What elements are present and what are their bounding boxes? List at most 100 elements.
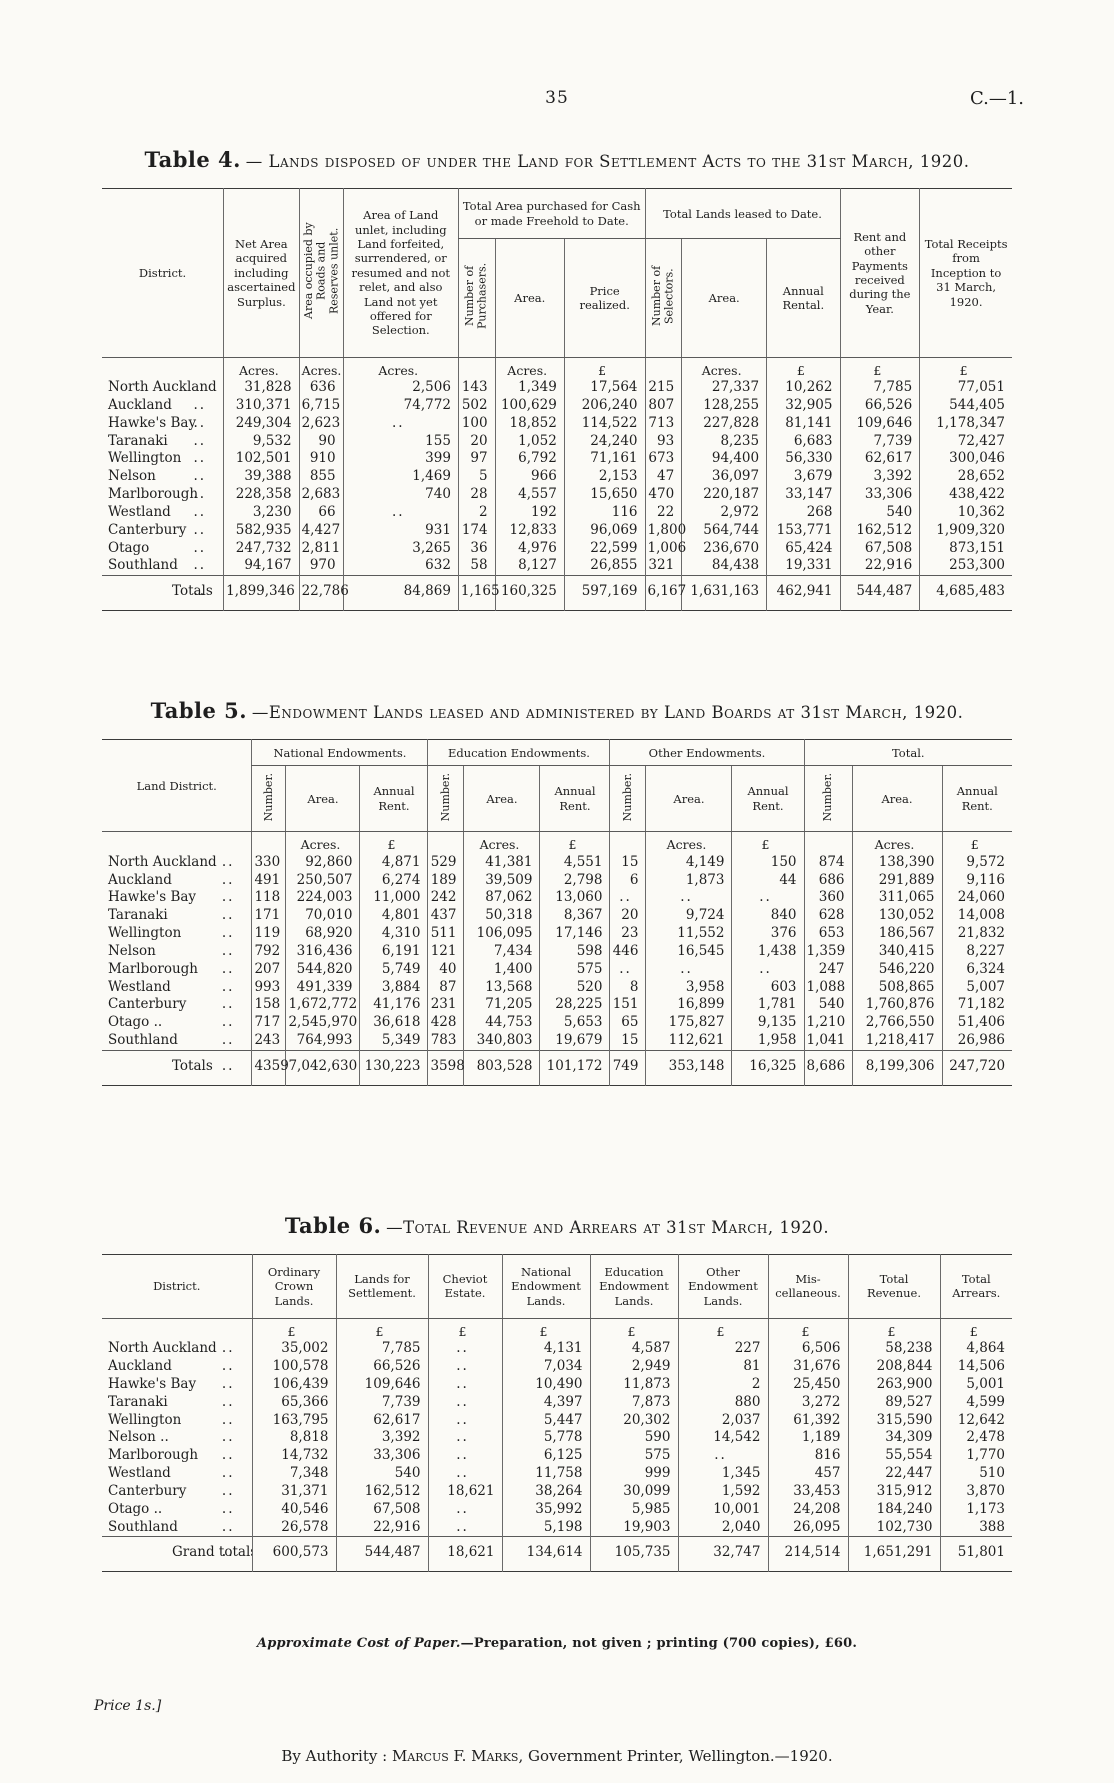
data-cell: 22 xyxy=(644,503,682,522)
data-cell: 7,739 xyxy=(839,432,920,451)
district-cell: .. Canterbury xyxy=(102,522,224,540)
district-label: Canterbury xyxy=(107,996,187,1013)
data-cell: 3,679 xyxy=(766,468,840,487)
data-cell: 546,220 xyxy=(851,960,943,979)
data-cell: 26,578 xyxy=(251,1518,336,1537)
data-cell: 130,052 xyxy=(851,907,943,926)
table-row: .. Otago .. 40,546 67,508.. 35,992 5,985 10,00… xyxy=(102,1500,1012,1519)
data-cell: 491 xyxy=(251,871,286,890)
data-cell: 8,199,306 xyxy=(851,1049,943,1086)
data-cell: 816 xyxy=(767,1447,848,1466)
data-cell: .. xyxy=(342,414,459,433)
data-cell: 529 xyxy=(427,853,464,872)
data-cell: 22,916 xyxy=(839,557,920,576)
data-cell: .. xyxy=(609,889,646,908)
data-cell: 540 xyxy=(335,1465,428,1483)
data-cell: 32,905 xyxy=(766,397,840,415)
table-row: .. Southland 94,167 970 632 58 8,127 26,855 321 8… xyxy=(102,557,1012,576)
district-label: Canterbury xyxy=(108,1482,187,1499)
units-row: Acres. Acres. Acres. Acres. £ Acres. £ £ £ xyxy=(102,357,1012,380)
data-cell: 783 xyxy=(427,1031,464,1051)
data-cell: 9,724 xyxy=(645,907,732,926)
table6-body: £ £ £ £ £ £ £ £ £.. North Auckland 35,002 7,785.. 4,… xyxy=(102,1318,1012,1572)
table-row: .. Nelson .. 8,818 3,392.. 5,778 590 14,542 1,1… xyxy=(102,1429,1012,1448)
data-cell: 11,000 xyxy=(359,889,428,908)
data-cell: 470 xyxy=(644,486,682,504)
data-cell: 428 xyxy=(427,1014,464,1032)
leader-dots: .. xyxy=(221,1358,235,1375)
data-cell: 4,149 xyxy=(645,853,732,872)
data-cell: 457 xyxy=(767,1465,848,1483)
data-cell: 6,125 xyxy=(501,1447,590,1466)
leader-dots: .. xyxy=(221,853,235,870)
group-other-endowments: Other Endowments. xyxy=(609,739,805,767)
col-other-rent: Annual Rent. xyxy=(731,765,805,833)
col-cheviot-estate: Cheviot Estate. xyxy=(427,1254,502,1319)
district-label: Totals xyxy=(171,1057,213,1074)
data-cell: 1,899,346 xyxy=(223,575,300,611)
data-cell: .. xyxy=(427,1358,502,1377)
data-cell: 155 xyxy=(342,432,459,451)
data-cell: 5,985 xyxy=(589,1500,678,1519)
district-cell: .. Otago .. xyxy=(102,1501,252,1519)
data-cell: 58,238 xyxy=(847,1340,940,1359)
table-row: .. Canterbury 31,371 162,512 18,621 38,264 30,… xyxy=(102,1482,1012,1501)
data-cell: 4,557 xyxy=(494,486,565,504)
col-national-endowment: National Endowment Lands. xyxy=(501,1254,590,1319)
unit-label: £ xyxy=(731,831,805,854)
leader-dots: .. xyxy=(193,539,207,556)
data-cell: 6,715 xyxy=(298,397,344,415)
data-cell: 81 xyxy=(677,1358,768,1377)
col-number-selectors-label: Number of Selectors. xyxy=(649,266,676,327)
col-education-number-label: Number. xyxy=(438,773,452,822)
data-cell: .. xyxy=(427,1411,502,1430)
data-cell: 41,176 xyxy=(359,996,428,1015)
authority-rest: , Government Printer, Wellington.—1920. xyxy=(518,1747,833,1766)
data-cell: 4,801 xyxy=(359,907,428,926)
table6-title-text: —Total Revenue and Arrears at 31st March… xyxy=(386,1217,830,1237)
data-cell: 31,371 xyxy=(251,1482,336,1501)
data-cell: 27,337 xyxy=(681,379,767,398)
unit-label: £ xyxy=(839,357,920,380)
data-cell: 100 xyxy=(457,414,496,433)
data-cell: 931 xyxy=(342,521,459,540)
data-cell: 90 xyxy=(298,432,344,451)
units-row: Acres. £ Acres. £ Acres. £ Acres. £ xyxy=(102,831,1013,854)
data-cell: 508,865 xyxy=(851,978,943,997)
data-cell: .. xyxy=(427,1376,502,1394)
data-cell: 40,546 xyxy=(251,1500,336,1519)
leader-dots: .. xyxy=(193,557,207,574)
unit-label: £ xyxy=(767,1318,848,1341)
unit-label xyxy=(457,357,496,380)
data-cell: 5,778 xyxy=(501,1429,590,1448)
data-cell: 24,060 xyxy=(941,889,1013,908)
leader-dots: .. xyxy=(221,1393,235,1410)
data-cell: 44,753 xyxy=(463,1014,540,1032)
data-cell: 51,406 xyxy=(941,1014,1013,1032)
cost-of-paper-note: Approximate Cost of Paper.—Preparation, … xyxy=(100,1636,1014,1651)
data-cell: 1,400 xyxy=(463,960,540,979)
data-cell: 249,304 xyxy=(223,414,300,433)
table-row: .. Hawke's Bay 249,304 2,623.. 100 18,852 114,… xyxy=(102,414,1012,433)
data-cell: 130,223 xyxy=(359,1049,428,1086)
data-cell: .. xyxy=(427,1393,502,1412)
table-row: .. Otago .. 717 2,545,970 36,618 428 44,753 5,6… xyxy=(102,1014,1013,1032)
data-cell: 6,324 xyxy=(941,960,1013,979)
data-cell: 18,852 xyxy=(494,414,565,433)
data-cell: 109,646 xyxy=(839,414,920,433)
data-cell: 7,034 xyxy=(501,1358,590,1377)
data-cell: 81,141 xyxy=(766,414,840,433)
data-cell: 36,097 xyxy=(681,468,767,487)
data-cell: 2,040 xyxy=(677,1518,768,1537)
data-cell: 112,621 xyxy=(645,1031,732,1051)
col-national-number-label: Number. xyxy=(261,773,275,822)
data-cell: 5,001 xyxy=(939,1376,1012,1394)
leader-dots: .. xyxy=(193,468,207,485)
district-label: Taranaki xyxy=(108,1393,168,1410)
data-cell: 10,001 xyxy=(677,1500,768,1519)
data-cell: 72,427 xyxy=(919,432,1012,451)
data-cell: 2,683 xyxy=(298,486,344,504)
data-cell: 1,873 xyxy=(645,871,732,890)
data-cell: .. xyxy=(645,960,732,979)
col-roads-reserves: Area occupied by Roads and Reserves unle… xyxy=(298,188,344,358)
